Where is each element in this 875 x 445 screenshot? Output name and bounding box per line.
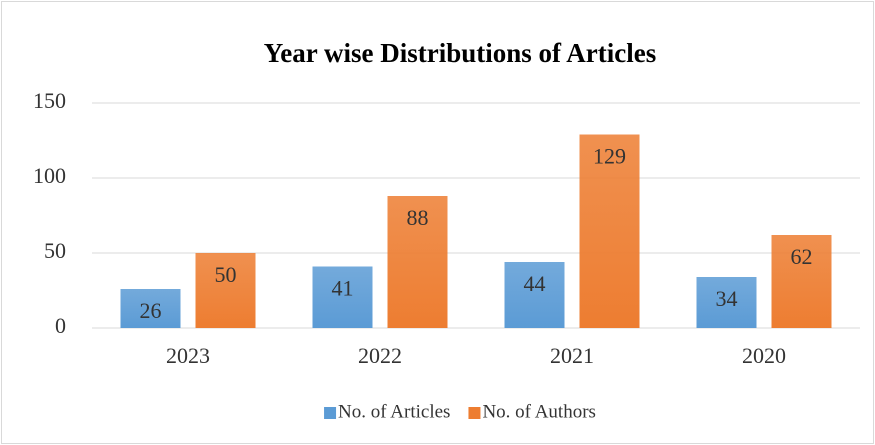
y-tick-label: 150 [33, 88, 66, 113]
data-label: 62 [791, 244, 813, 269]
data-label: 34 [716, 286, 738, 311]
x-tick-label: 2020 [742, 343, 786, 368]
x-tick-label: 2022 [358, 343, 402, 368]
data-label: 88 [407, 205, 429, 230]
bar [312, 266, 373, 328]
legend-swatch [324, 407, 337, 419]
data-label: 129 [593, 144, 626, 169]
bar [387, 196, 448, 328]
legend: No. of Articles No. of Authors [324, 401, 596, 422]
y-tick-label: 0 [55, 313, 66, 338]
bar [696, 277, 757, 328]
data-label: 44 [524, 271, 546, 296]
bar [579, 134, 640, 328]
y-tick-label: 50 [44, 238, 66, 263]
y-tick-label: 100 [33, 163, 66, 188]
chart-title: Year wise Distributions of Articles [264, 38, 656, 68]
bar [771, 235, 832, 328]
bar [195, 253, 256, 328]
x-tick-label: 2021 [550, 343, 594, 368]
legend-label: No. of Articles [338, 401, 450, 422]
bar [504, 262, 565, 328]
legend-swatch [468, 407, 481, 419]
data-label: 50 [215, 262, 237, 287]
data-label: 41 [332, 276, 354, 301]
bar [120, 289, 181, 328]
x-tick-label: 2023 [166, 343, 210, 368]
legend-label: No. of Authors [482, 401, 595, 422]
data-label: 26 [140, 298, 162, 323]
